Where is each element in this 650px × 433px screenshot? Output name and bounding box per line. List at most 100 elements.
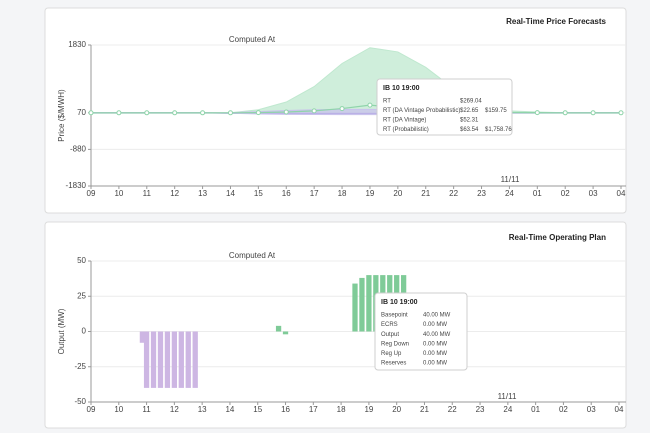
forecast-point [590,110,596,116]
x-tick-label: 15 [254,189,263,198]
plan-bar [143,331,150,388]
plan-bar [282,331,289,335]
forecast-point [227,110,233,116]
forecast-line [91,104,621,114]
panel-background [44,221,627,429]
x-tick-label: 18 [337,405,346,414]
x-tick-label: 16 [282,189,291,198]
x-tick-label: 04 [617,189,626,198]
y-tick-label: 50 [77,256,86,265]
x-tick-label: 20 [393,189,402,198]
x-tick-label: 23 [476,405,485,414]
tooltip-value: 0.00 MW [423,341,447,347]
plan-bar [178,331,184,388]
forecast-point [283,109,289,115]
forecast-point [339,106,345,112]
chart-panel: Real-Time Operating Plan Output (MW) 50 25 0… [44,221,627,429]
tooltip-label: RT (DA Vintage) [383,118,426,124]
y-tick-label: -25 [74,362,86,371]
plan-bar [139,331,146,343]
forecast-point [116,110,122,116]
tooltip-value: 0.00 MW [423,361,447,367]
y-tick-label: -1830 [66,181,87,190]
forecast-point [534,110,540,116]
forecast-point [144,110,150,116]
tooltip: IB 10 19:00 Basepoint 40.00 MW ECRS 0.00 MW O… [374,292,468,371]
forecast-point [88,110,94,116]
tooltip-value: 40.00 MW [423,332,451,338]
forecast-point [562,110,568,116]
x-tick-label: 15 [253,405,262,414]
x-tick-label: 12 [170,189,179,198]
x-tick-label: 10 [114,405,123,414]
x-tick-label: 03 [587,405,596,414]
x-tick-label: 10 [114,189,123,198]
plan-bar [164,331,171,388]
x-tick-label: 04 [615,405,624,414]
y-tick-label: 70 [77,108,86,117]
x-tick-label: 14 [225,405,234,414]
y-tick-label: 25 [77,291,86,300]
y-axis-label: Price ($/MWH) [57,89,66,142]
plan-bar [157,331,164,388]
x-tick-label: 09 [87,405,96,414]
tooltip-value: $63.54 [460,127,479,133]
forecast-band [91,108,621,116]
x-tick-label: 21 [420,405,429,414]
x-tick-label: 02 [561,189,570,198]
tooltip-label: Reg Up [381,351,402,357]
x-tick-label: 13 [198,189,207,198]
tooltip-label: Output [381,332,399,338]
tooltip-label: RT (DA Vintage Probabilistic) [383,108,460,114]
plan-bar [150,331,157,388]
plan-bar [192,331,198,388]
computed-at-label: Computed At [229,251,276,260]
tooltip-value: $22.65 [460,108,479,114]
forecast-point [172,110,178,116]
forecast-point [618,110,624,116]
x-tick-label: 01 [531,405,540,414]
x-tick-label: 23 [477,189,486,198]
x-tick-label: 24 [503,405,512,414]
forecast-point [200,110,206,116]
tooltip-value: $269.04 [460,99,482,105]
tooltip-label: Reg Down [381,341,409,347]
x-tick-label: 19 [365,189,374,198]
x-tick-label: 17 [310,189,319,198]
tooltip-label: RT (Probabilistic) [383,127,429,133]
date-label: 11/11 [501,175,520,184]
x-tick-label: 16 [281,405,290,414]
tooltip-box [376,78,513,136]
computed-at-label: Computed At [229,35,276,44]
x-tick-label: 22 [449,189,458,198]
x-tick-label: 02 [559,405,568,414]
x-tick-label: 11 [142,405,151,414]
date-label: 11/11 [498,392,517,401]
x-tick-label: 11 [143,189,152,198]
x-tick-label: 12 [170,405,179,414]
tooltip-value: 40.00 MW [423,313,451,319]
x-tick-label: 20 [392,405,401,414]
tooltip-value: $1,758.76 [485,127,512,133]
forecast-point [311,108,317,114]
tooltip-value: $52.31 [460,118,479,124]
tooltip-value: $159.75 [485,108,507,114]
plan-bar [366,275,372,332]
x-tick-label: 22 [448,405,457,414]
tooltip-value: 0.00 MW [423,351,447,357]
y-tick-label: 0 [82,327,87,336]
x-tick-label: 24 [505,189,514,198]
chart-panel: Real-Time Price Forecasts Price ($/MWH) 18… [44,7,627,214]
tooltip-label: RT [383,99,391,105]
tooltip-label: Reserves [381,361,406,367]
x-tick-label: 18 [338,189,347,198]
y-tick-label: -880 [70,145,87,154]
tooltip-value: 0.00 MW [423,322,447,328]
tooltip-box [374,292,468,371]
x-tick-label: 13 [198,405,207,414]
y-tick-label: 1830 [68,40,86,49]
tooltip-label: ECRS [381,322,398,328]
